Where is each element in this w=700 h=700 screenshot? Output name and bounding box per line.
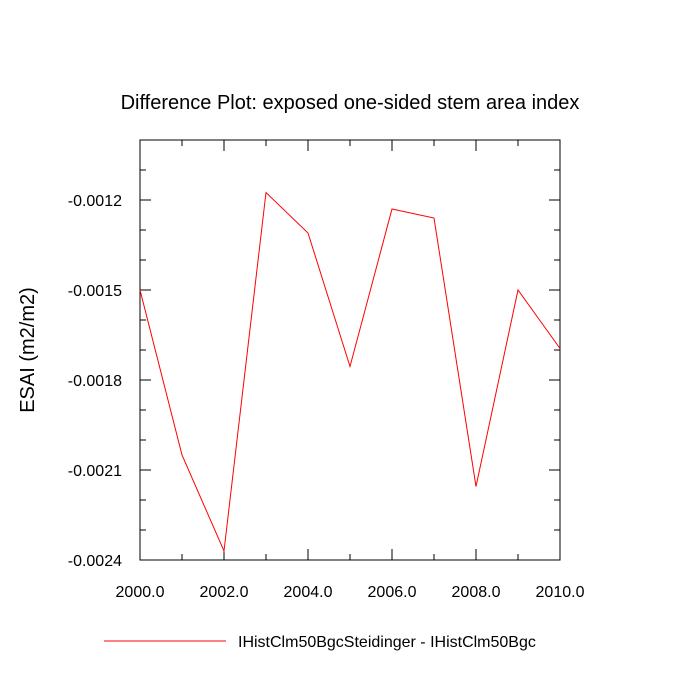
y-tick-label: -0.0024 bbox=[68, 553, 122, 570]
y-tick-label: -0.0015 bbox=[68, 283, 122, 300]
x-tick-label: 2010.0 bbox=[536, 584, 585, 601]
y-tick-label: -0.0021 bbox=[68, 463, 122, 480]
y-tick-label: -0.0012 bbox=[68, 193, 122, 210]
series-line bbox=[139, 191, 561, 553]
y-tick-label: -0.0018 bbox=[68, 373, 122, 390]
x-tick-label: 2006.0 bbox=[368, 584, 417, 601]
plot-area-frame bbox=[139, 139, 561, 561]
legend: IHistClm50BgcSteidinger - IHistClm50Bgc bbox=[104, 634, 536, 651]
series-layer bbox=[139, 191, 561, 553]
x-tick-label: 2008.0 bbox=[452, 584, 501, 601]
legend-label: IHistClm50BgcSteidinger - IHistClm50Bgc bbox=[238, 634, 536, 651]
x-tick-label: 2004.0 bbox=[284, 584, 333, 601]
x-tick-label: 2000.0 bbox=[116, 584, 165, 601]
chart-title: Difference Plot: exposed one-sided stem … bbox=[121, 92, 580, 114]
y-axis-title: ESAI (m2/m2) bbox=[17, 287, 39, 413]
x-tick-label: 2002.0 bbox=[200, 584, 249, 601]
axis-tick-labels: 2000.0 2002.0 2004.0 2006.0 2008.0 2010.0 -0.0… bbox=[68, 193, 585, 601]
axis-ticks bbox=[139, 140, 561, 561]
